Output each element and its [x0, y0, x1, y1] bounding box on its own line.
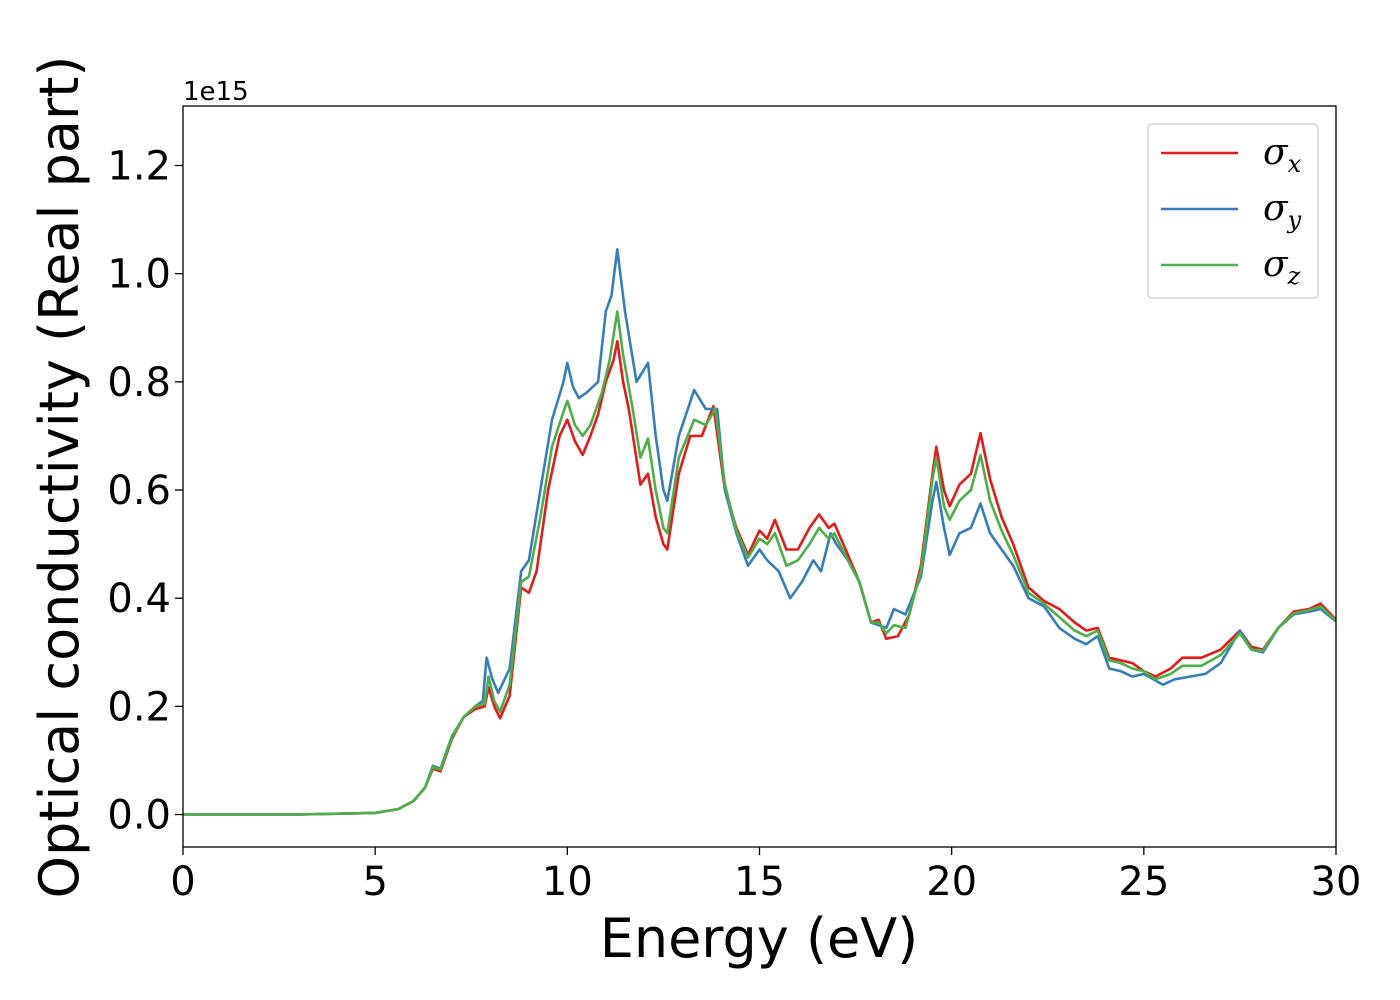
plot-area: [182, 105, 1337, 848]
y-tick-label: 0.6: [107, 468, 171, 514]
y-tick-label: 0.2: [107, 684, 171, 730]
y-tick-label: 0.0: [107, 793, 171, 839]
series-line-z: [183, 310, 1336, 816]
legend-label-y: σy: [1263, 188, 1302, 234]
y-tick-label: 1.0: [107, 252, 171, 298]
legend-box: [1147, 123, 1319, 299]
legend-label-z: σz: [1263, 244, 1301, 290]
x-tick-label: 5: [362, 859, 387, 905]
y-tick-label: 0.4: [107, 576, 171, 622]
x-tick-label: 0: [170, 859, 195, 905]
x-tick-label: 30: [1311, 859, 1362, 905]
series-line-y: [183, 248, 1336, 816]
x-tick-label: 15: [734, 859, 785, 905]
y-tick-label: 0.8: [107, 360, 171, 406]
x-axis-title: Energy (eV): [600, 907, 919, 970]
legend: σx σy σz: [1147, 123, 1319, 299]
x-tick-label: 10: [542, 859, 593, 905]
y-offset-label: 1e15: [183, 77, 249, 107]
y-tick-label: 1.2: [107, 143, 171, 189]
x-tick-label: 25: [1118, 859, 1169, 905]
x-tick-label: 20: [926, 859, 977, 905]
axis-ticks: 0 5 10 15 20 25 30 0.0 0.2 0.4 0.6 0.8 1.0 1.2: [107, 143, 1361, 905]
legend-label-x: σx: [1263, 132, 1302, 178]
y-axis-title: Optical conductivity (Real part): [28, 56, 91, 899]
